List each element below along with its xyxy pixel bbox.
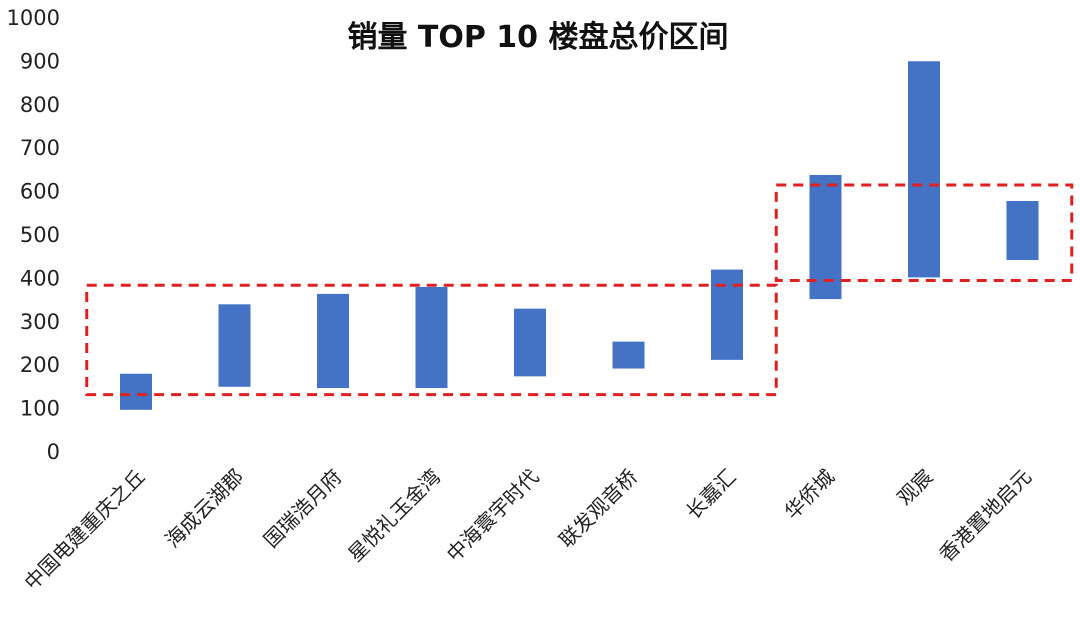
y-axis-ticks: 0 100 200 300 400 500 600 700 800 900 1000 (7, 6, 60, 464)
y-tick-label: 0 (47, 440, 60, 464)
bar (317, 293, 349, 389)
highlight-box (774, 183, 1074, 282)
bar (415, 286, 448, 389)
highlight-boxes (85, 183, 1074, 397)
bar (218, 304, 251, 387)
y-tick-label: 200 (20, 353, 60, 377)
y-tick-label: 600 (20, 180, 60, 204)
bars (120, 61, 1039, 410)
x-tick-label: 长嘉汇 (681, 465, 740, 524)
y-tick-label: 700 (20, 136, 60, 160)
y-tick-label: 100 (20, 397, 60, 421)
chart-title: 销量 TOP 10 楼盘总价区间 (347, 20, 728, 55)
y-tick-label: 1000 (7, 6, 60, 30)
bar (908, 61, 940, 278)
y-tick-label: 800 (20, 93, 60, 117)
x-tick-label: 海成云湖郡 (160, 465, 248, 553)
highlight-box (85, 283, 778, 397)
bar (514, 308, 546, 377)
x-tick-label: 华侨城 (780, 465, 839, 524)
x-tick-label: 国瑞浩月府 (259, 465, 347, 553)
x-tick-label: 联发观音桥 (554, 465, 642, 553)
x-tick-label: 香港置地启元 (934, 465, 1036, 567)
bar (120, 373, 152, 410)
x-tick-label: 观宸 (892, 465, 937, 510)
y-tick-label: 400 (20, 266, 60, 290)
bar (1006, 201, 1039, 261)
x-tick-label: 中国电建重庆之丘 (19, 465, 149, 595)
x-tick-label: 中海寰宇时代 (442, 465, 544, 567)
bar (809, 174, 842, 300)
x-tick-label: 星悦礼玉金湾 (343, 465, 445, 567)
bar (711, 269, 743, 360)
y-tick-label: 500 (20, 223, 60, 247)
y-tick-label: 900 (20, 49, 60, 73)
bar (612, 341, 645, 369)
y-tick-label: 300 (20, 310, 60, 334)
